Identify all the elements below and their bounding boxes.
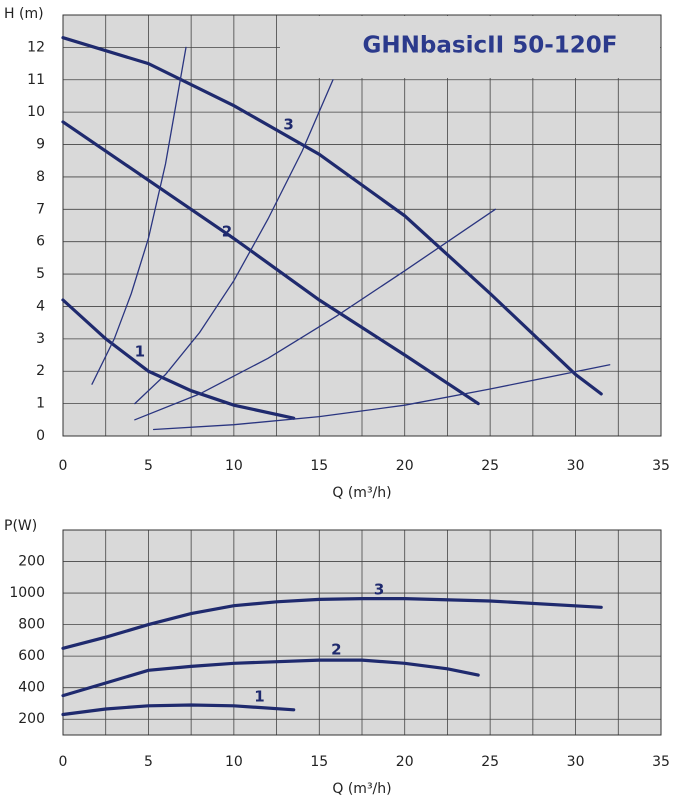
curve bbox=[134, 208, 496, 421]
y-axis-label: H (m) bbox=[4, 6, 44, 22]
y-tick-label: 1000 bbox=[9, 585, 45, 601]
x-tick-label: 35 bbox=[652, 754, 670, 770]
curve bbox=[152, 364, 611, 431]
curve bbox=[61, 298, 296, 420]
x-tick-label: 15 bbox=[310, 458, 328, 474]
y-tick-label: 3 bbox=[36, 331, 45, 347]
y-tick-label: 0 bbox=[36, 428, 45, 444]
y-tick-label: 400 bbox=[18, 680, 45, 696]
curve-label: 3 bbox=[374, 580, 384, 598]
x-tick-label: 20 bbox=[396, 754, 414, 770]
y-tick-label: 600 bbox=[18, 648, 45, 664]
chart-title: GHNbasicII 50-120F bbox=[363, 33, 618, 59]
y-tick-label: 7 bbox=[36, 201, 45, 217]
title-box bbox=[280, 16, 660, 78]
x-tick-label: 15 bbox=[310, 754, 328, 770]
y-tick-label: 10 bbox=[27, 104, 45, 120]
x-tick-label: 30 bbox=[567, 458, 585, 474]
y-tick-label: 200 bbox=[18, 554, 45, 570]
y-tick-label: 800 bbox=[18, 617, 45, 633]
y-tick-label: 5 bbox=[36, 266, 45, 282]
y-tick-label: 1 bbox=[36, 396, 45, 412]
x-tick-label: 30 bbox=[567, 754, 585, 770]
curve-label: 1 bbox=[135, 342, 145, 360]
y-tick-label: 2 bbox=[36, 363, 45, 379]
x-tick-label: 10 bbox=[225, 754, 243, 770]
y-tick-label: 4 bbox=[36, 298, 45, 314]
x-tick-label: 0 bbox=[59, 458, 68, 474]
curve bbox=[61, 597, 603, 650]
y-tick-label: 11 bbox=[27, 72, 45, 88]
x-tick-label: 10 bbox=[225, 458, 243, 474]
curve bbox=[61, 36, 603, 396]
curve bbox=[61, 703, 296, 717]
y-tick-label: 8 bbox=[36, 169, 45, 185]
y-tick-label: 9 bbox=[36, 137, 45, 153]
y-tick-label: 6 bbox=[36, 234, 45, 250]
x-tick-label: 0 bbox=[59, 754, 68, 770]
plot-frame bbox=[62, 529, 662, 736]
y-axis-label: P(W) bbox=[4, 518, 37, 534]
curve bbox=[61, 120, 480, 406]
x-tick-label: 25 bbox=[481, 458, 499, 474]
curve-label: 1 bbox=[254, 688, 264, 706]
plot-frame bbox=[62, 14, 662, 437]
x-tick-label: 5 bbox=[144, 754, 153, 770]
curve-label: 2 bbox=[331, 640, 341, 658]
curve bbox=[134, 79, 334, 405]
x-tick-label: 5 bbox=[144, 458, 153, 474]
curve bbox=[91, 46, 187, 385]
x-tick-label: 35 bbox=[652, 458, 670, 474]
x-axis-label: Q (m³/h) bbox=[332, 781, 391, 797]
y-tick-label: 12 bbox=[27, 39, 45, 55]
curve-label: 3 bbox=[283, 116, 293, 134]
x-tick-label: 25 bbox=[481, 754, 499, 770]
curve-label: 2 bbox=[222, 222, 232, 240]
curve bbox=[61, 658, 480, 698]
x-axis-label: Q (m³/h) bbox=[332, 485, 391, 501]
y-tick-label: 200 bbox=[18, 711, 45, 727]
x-tick-label: 20 bbox=[396, 458, 414, 474]
